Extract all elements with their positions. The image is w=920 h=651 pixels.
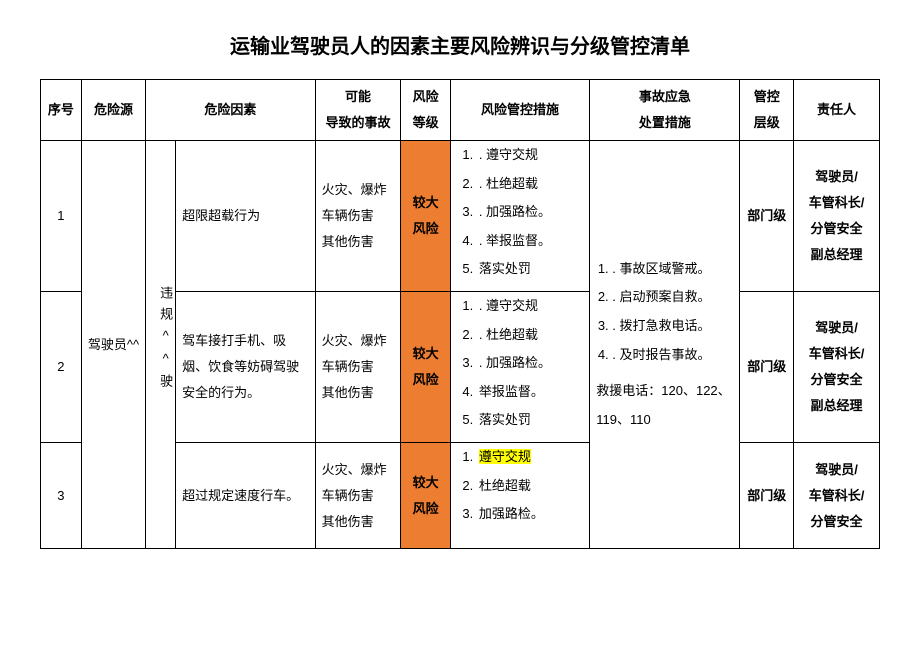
category-vert-text: 违规^^驶 [152, 286, 178, 395]
control-list: 遵守交规 杜绝超载 加强路检。 [451, 443, 589, 529]
table-row: 1 驾驶员^^ 违规^^驶 超限超载行为 火灾、爆炸车辆伤害其他伤害 较大风险 … [41, 141, 880, 292]
cell-mgmt-level: 部门级 [740, 292, 794, 443]
highlighted-text: 遵守交规 [479, 449, 531, 464]
control-item: . 加强路检。 [477, 198, 589, 227]
page-title: 运输业驾驶员人的因素主要风险辨识与分级管控清单 [40, 30, 880, 59]
cell-responsible: 驾驶员/车管科长/分管安全 [794, 443, 880, 549]
control-list: . 遵守交规 . 杜绝超载 . 加强路检。 . 举报监督。 落实处罚 [451, 141, 589, 284]
control-item: 加强路检。 [477, 500, 589, 529]
control-item: . 遵守交规 [477, 292, 589, 321]
emergency-item: . 及时报告事故。 [612, 341, 733, 370]
emergency-list: . 事故区域警戒。 . 启动预案自救。 . 拨打急救电话。 . 及时报告事故。 [596, 255, 733, 369]
th-factor: 危险因素 [146, 80, 316, 141]
cell-accident: 火灾、爆炸车辆伤害其他伤害 [315, 141, 401, 292]
control-item: 举报监督。 [477, 378, 589, 407]
cell-accident: 火灾、爆炸车辆伤害其他伤害 [315, 292, 401, 443]
th-emergency: 事故应急处置措施 [590, 80, 740, 141]
cell-seq: 2 [41, 292, 82, 443]
risk-table: 序号 危险源 危险因素 可能导致的事故 风险等级 风险管控措施 事故应急处置措施… [40, 79, 880, 549]
control-item: . 加强路检。 [477, 349, 589, 378]
cell-emergency: . 事故区域警戒。 . 启动预案自救。 . 拨打急救电话。 . 及时报告事故。 … [590, 141, 740, 549]
cell-factor: 超限超载行为 [176, 141, 315, 292]
cell-mgmt-level: 部门级 [740, 141, 794, 292]
th-mgmt-level: 管控层级 [740, 80, 794, 141]
control-item: 杜绝超载 [477, 472, 589, 501]
cell-responsible: 驾驶员/车管科长/分管安全副总经理 [794, 141, 880, 292]
cell-accident: 火灾、爆炸车辆伤害其他伤害 [315, 443, 401, 549]
control-item: 遵守交规 [477, 443, 589, 472]
emergency-item: . 拨打急救电话。 [612, 312, 733, 341]
th-responsible: 责任人 [794, 80, 880, 141]
cell-control: . 遵守交规 . 杜绝超载 . 加强路检。 . 举报监督。 落实处罚 [450, 141, 589, 292]
cell-mgmt-level: 部门级 [740, 443, 794, 549]
cell-risk-level: 较大风险 [401, 443, 450, 549]
emergency-phones: 救援电话：120、122、119、110 [596, 377, 733, 434]
th-source: 危险源 [81, 80, 145, 141]
cell-responsible: 驾驶员/车管科长/分管安全副总经理 [794, 292, 880, 443]
control-item: . 举报监督。 [477, 227, 589, 256]
control-item: . 杜绝超载 [477, 170, 589, 199]
cell-source: 驾驶员^^ [81, 141, 145, 549]
cell-factor: 超过规定速度行车。 [176, 443, 315, 549]
cell-seq: 3 [41, 443, 82, 549]
th-seq: 序号 [41, 80, 82, 141]
cell-risk-level: 较大风险 [401, 141, 450, 292]
cell-risk-level: 较大风险 [401, 292, 450, 443]
control-list: . 遵守交规 . 杜绝超载 . 加强路检。 举报监督。 落实处罚 [451, 292, 589, 435]
cell-seq: 1 [41, 141, 82, 292]
th-accident: 可能导致的事故 [315, 80, 401, 141]
control-item: . 杜绝超载 [477, 321, 589, 350]
cell-control: 遵守交规 杜绝超载 加强路检。 [450, 443, 589, 549]
control-item: 落实处罚 [477, 406, 589, 435]
control-item: 落实处罚 [477, 255, 589, 284]
cell-control: . 遵守交规 . 杜绝超载 . 加强路检。 举报监督。 落实处罚 [450, 292, 589, 443]
cell-category: 违规^^驶 [146, 141, 176, 549]
th-control: 风险管控措施 [450, 80, 589, 141]
th-risk-level: 风险等级 [401, 80, 450, 141]
cell-factor: 驾车接打手机、吸烟、饮食等妨碍驾驶安全的行为。 [176, 292, 315, 443]
emergency-item: . 启动预案自救。 [612, 283, 733, 312]
control-item: . 遵守交规 [477, 141, 589, 170]
emergency-item: . 事故区域警戒。 [612, 255, 733, 284]
table-header-row: 序号 危险源 危险因素 可能导致的事故 风险等级 风险管控措施 事故应急处置措施… [41, 80, 880, 141]
